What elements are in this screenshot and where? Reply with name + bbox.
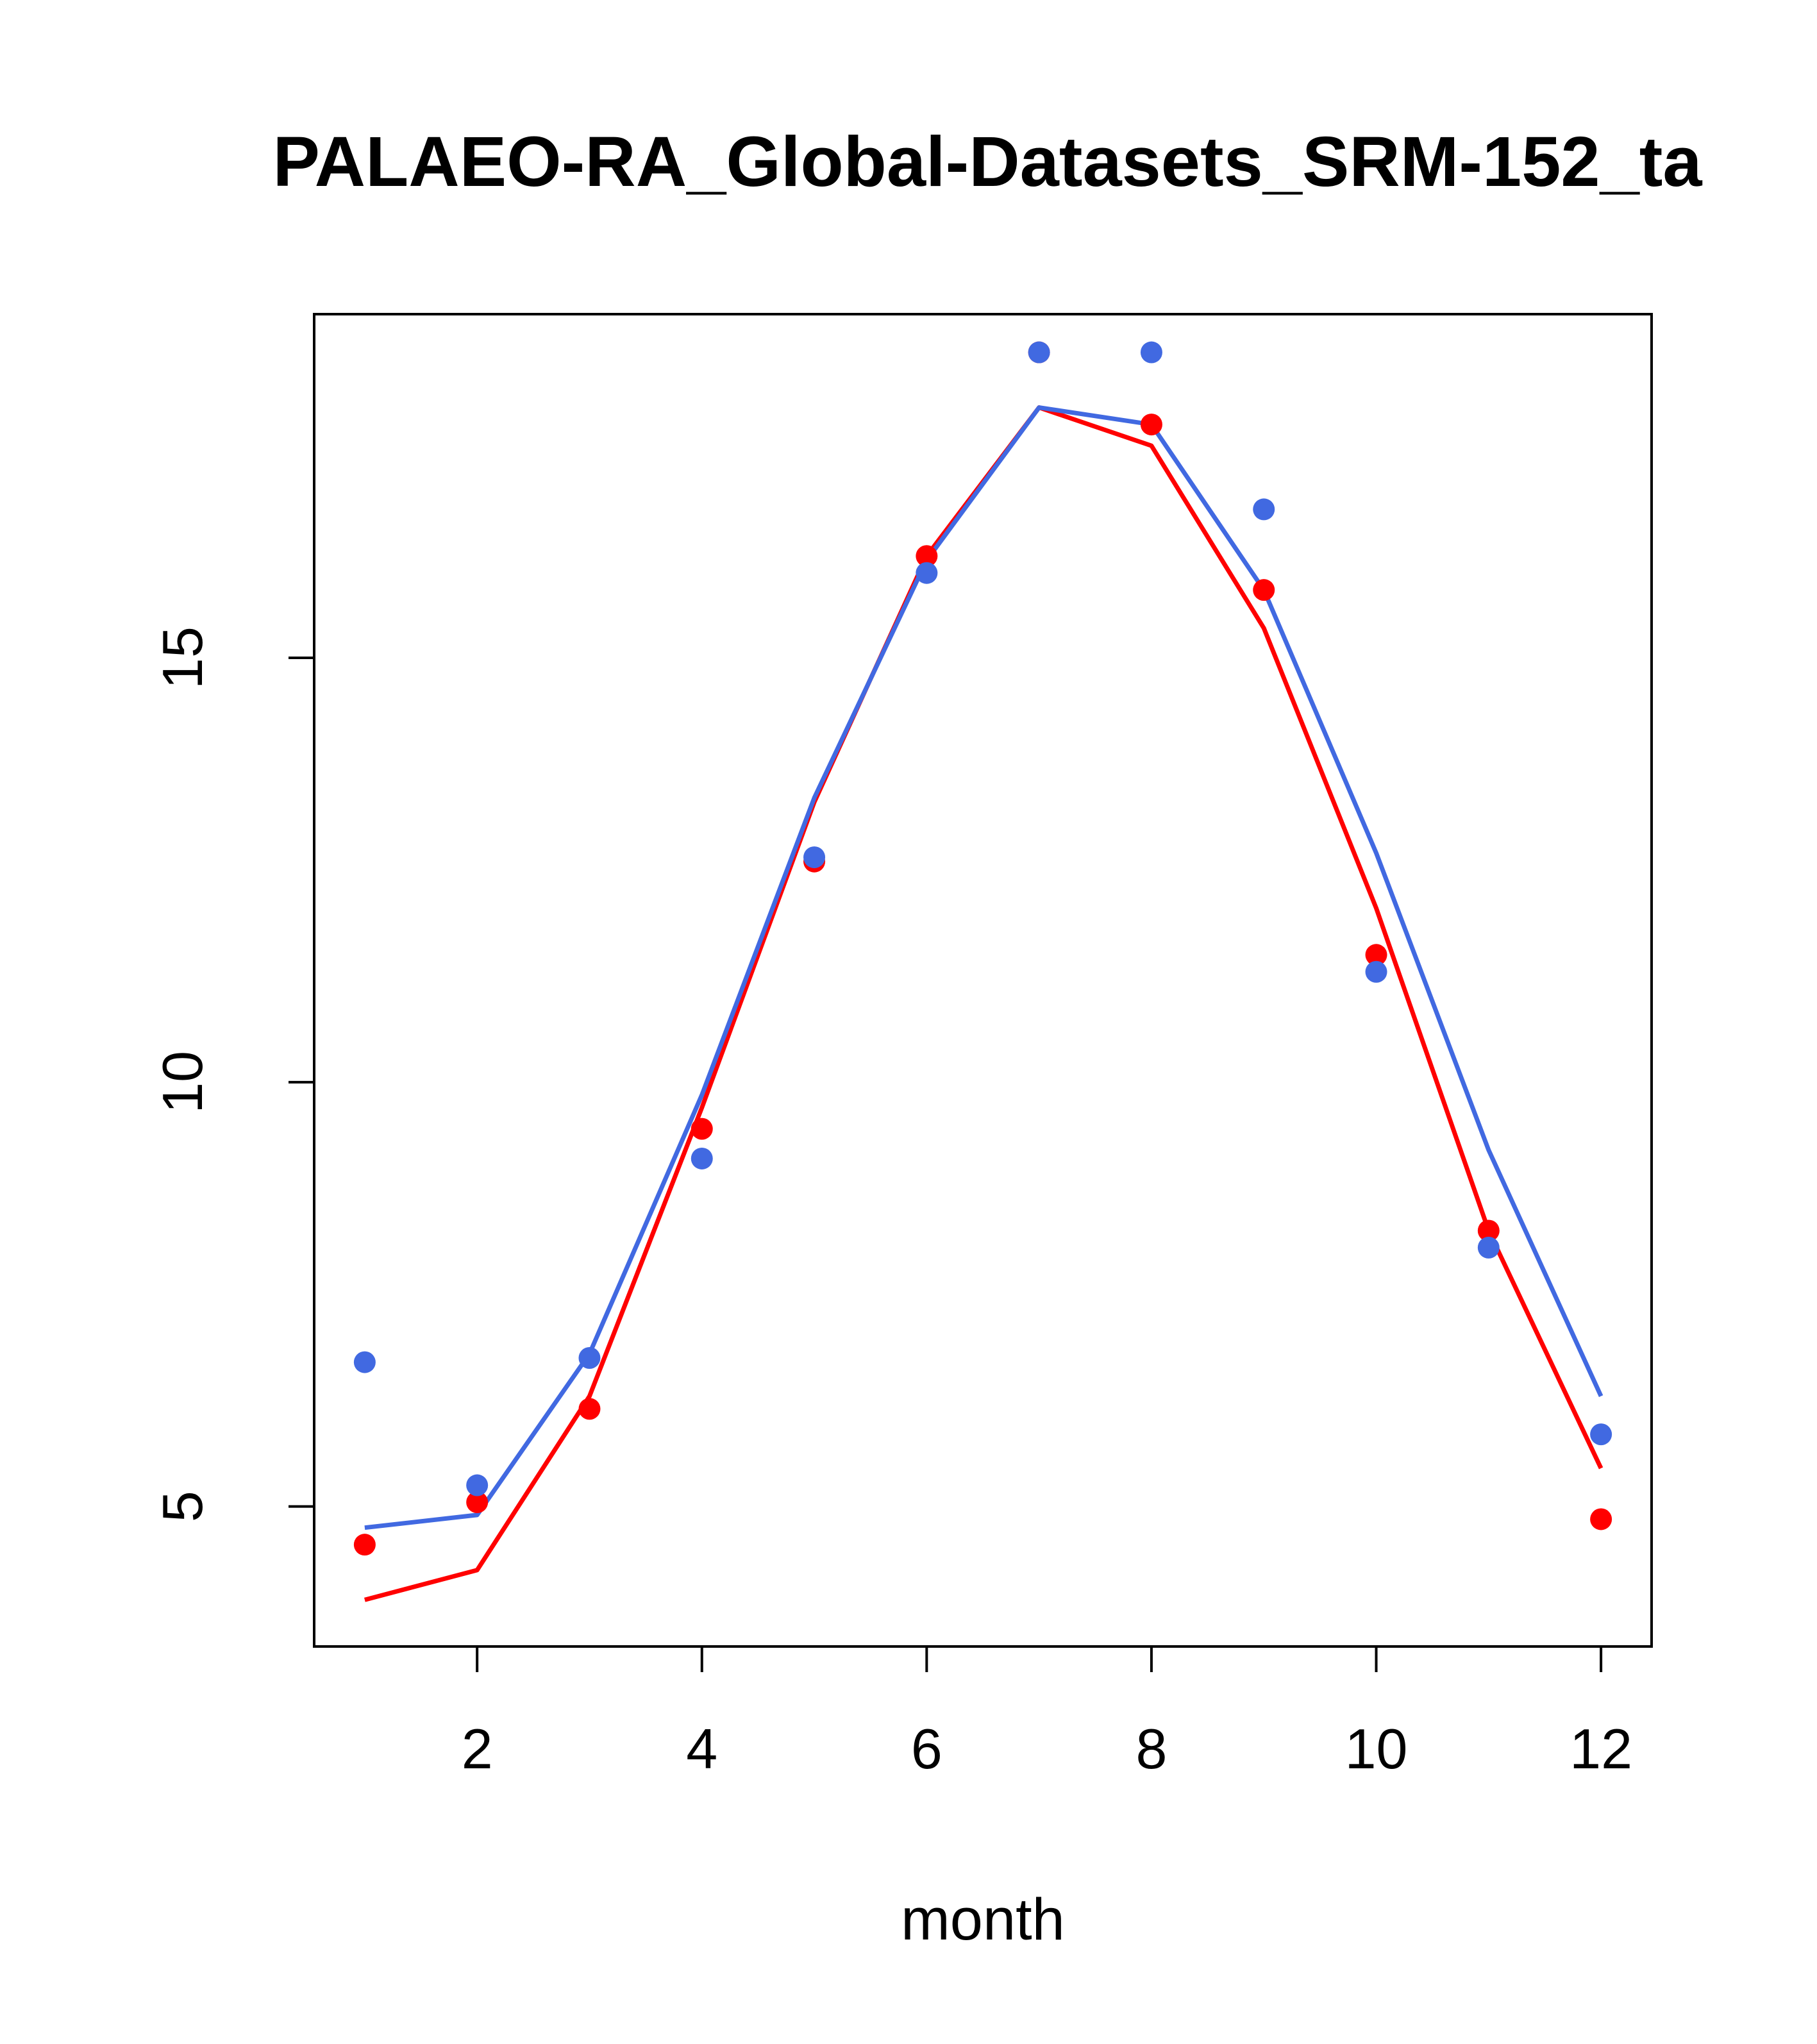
x-axis: 2 4 6 8 10 12 [462, 1645, 1632, 1780]
blue-line-path [364, 405, 1603, 1530]
blue-point [353, 1351, 376, 1373]
red-point [578, 1398, 601, 1420]
plot-frame [313, 313, 1653, 1648]
blue-point [803, 846, 826, 869]
blue-point [916, 562, 938, 584]
red-point [1253, 579, 1275, 601]
red-point [691, 1118, 713, 1140]
blue-point [1477, 1236, 1500, 1259]
y-axis: 5 10 15 [151, 626, 315, 1522]
red-line [364, 405, 1603, 1602]
x-tick-label: 4 [686, 1717, 717, 1780]
blue-line [364, 405, 1603, 1530]
blue-point [1253, 498, 1275, 521]
x-tick-label: 8 [1135, 1717, 1167, 1780]
x-tick-label: 6 [911, 1717, 942, 1780]
x-tick-label: 10 [1345, 1717, 1408, 1780]
blue-point [1590, 1423, 1612, 1446]
blue-point [1028, 341, 1050, 364]
y-tick-label: 10 [151, 1051, 214, 1114]
y-tick-label: 5 [151, 1491, 214, 1522]
red-point [1140, 414, 1162, 436]
blue-point [578, 1346, 601, 1369]
blue-point [466, 1474, 489, 1496]
x-tick-label: 2 [462, 1717, 493, 1780]
blue-points [353, 341, 1612, 1496]
red-point [1477, 1219, 1500, 1242]
y-tick-label: 15 [151, 626, 214, 689]
red-point [1590, 1508, 1612, 1530]
x-tick-label: 12 [1570, 1717, 1632, 1780]
red-line-path [364, 405, 1603, 1602]
red-point [353, 1534, 376, 1556]
red-points [353, 341, 1612, 1556]
blue-point [1365, 960, 1387, 983]
blue-point [691, 1147, 713, 1169]
x-axis-label: month [901, 1887, 1065, 1952]
chart-title: PALAEO-RA_Global-Datasets_SRM-152_ta [272, 122, 1702, 201]
blue-point [1140, 341, 1162, 364]
red-point [1365, 944, 1387, 966]
red-point [466, 1491, 489, 1513]
red-point [916, 545, 938, 567]
series-layer [353, 341, 1612, 1602]
